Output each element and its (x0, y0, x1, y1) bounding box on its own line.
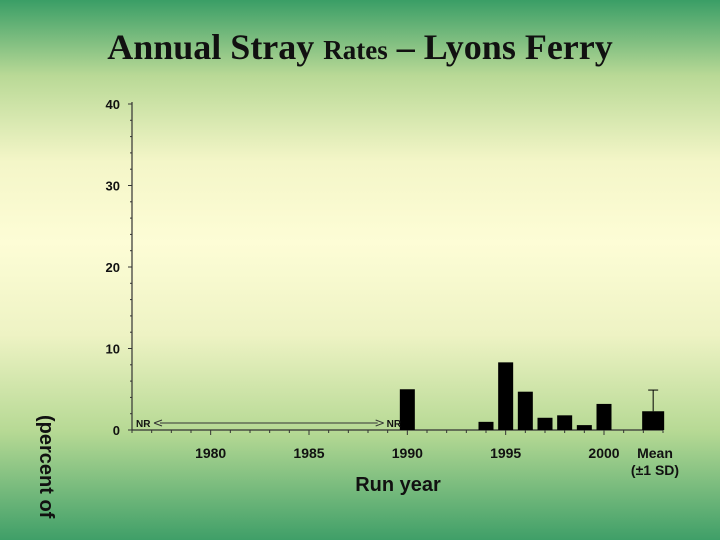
nr-label-end: NR (387, 419, 402, 430)
mean-label: Mean (637, 445, 673, 461)
y-tick-label: 40 (106, 97, 120, 112)
nr-label-start: NR (136, 419, 151, 430)
nr-arrow-right (375, 419, 384, 427)
mean-sd-label: (±1 SD) (631, 462, 679, 478)
x-tick-label: 2000 (588, 445, 619, 461)
bar-1995 (498, 362, 514, 430)
x-axis-title: Run year (355, 474, 441, 496)
x-tick-label: 1980 (195, 445, 226, 461)
chart-ticks (128, 103, 664, 435)
title-part-3: – Lyons Ferry (387, 27, 613, 67)
x-tick-label: 1995 (490, 445, 521, 461)
slide-title: Annual Stray Rates – Lyons Ferry (0, 26, 720, 68)
bar-1998 (557, 415, 573, 430)
title-part-2: Rates (323, 35, 388, 65)
y-axis-title: (percent of (35, 415, 57, 519)
chart-labels: 0 10 20 30 40 1980 1985 1990 1995 2000 NR NR Mean(±1… (35, 97, 679, 519)
x-tick-label: 1985 (293, 445, 324, 461)
chart-bars (399, 362, 665, 430)
title-part-1: Annual Stray (107, 27, 324, 67)
bar-1997 (537, 417, 553, 430)
bar-1990 (399, 389, 415, 430)
bar-1994 (478, 421, 494, 430)
nr-arrow-left (153, 419, 163, 427)
bar-1999 (576, 425, 592, 430)
bar-2000 (596, 403, 612, 430)
y-tick-label: 10 (106, 342, 120, 357)
y-tick-label: 20 (106, 260, 120, 275)
mean-bar (642, 411, 665, 430)
bar-1996 (517, 391, 533, 430)
chart-axes (131, 102, 663, 431)
y-tick-label: 0 (113, 423, 120, 438)
y-tick-label: 30 (106, 179, 120, 194)
x-tick-label: 1990 (392, 445, 423, 461)
